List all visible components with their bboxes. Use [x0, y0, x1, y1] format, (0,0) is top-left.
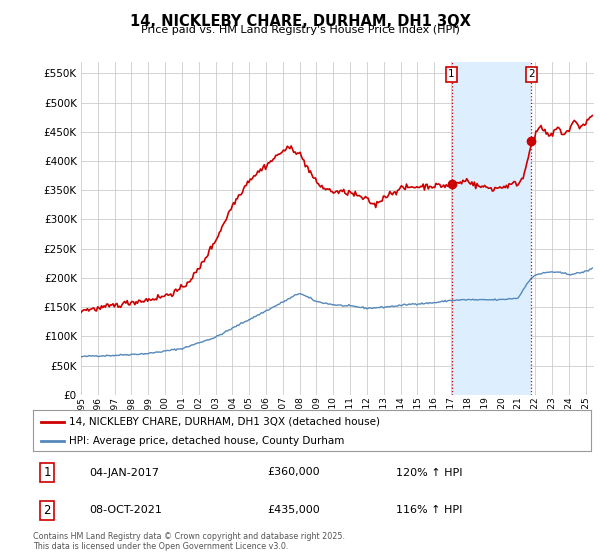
Text: 2: 2 — [528, 69, 535, 80]
Text: 1: 1 — [43, 466, 50, 479]
Text: 120% ↑ HPI: 120% ↑ HPI — [396, 468, 462, 478]
Text: 2: 2 — [43, 504, 50, 517]
Text: 04-JAN-2017: 04-JAN-2017 — [89, 468, 159, 478]
Text: 116% ↑ HPI: 116% ↑ HPI — [396, 505, 462, 515]
Text: 14, NICKLEBY CHARE, DURHAM, DH1 3QX (detached house): 14, NICKLEBY CHARE, DURHAM, DH1 3QX (det… — [69, 417, 380, 427]
Text: £360,000: £360,000 — [268, 468, 320, 478]
Bar — [452, 62, 531, 395]
Text: HPI: Average price, detached house, County Durham: HPI: Average price, detached house, Coun… — [69, 436, 344, 446]
Text: 08-OCT-2021: 08-OCT-2021 — [89, 505, 161, 515]
Text: 1: 1 — [448, 69, 455, 80]
Text: Price paid vs. HM Land Registry's House Price Index (HPI): Price paid vs. HM Land Registry's House … — [140, 25, 460, 35]
Text: 14, NICKLEBY CHARE, DURHAM, DH1 3QX: 14, NICKLEBY CHARE, DURHAM, DH1 3QX — [130, 14, 470, 29]
Text: £435,000: £435,000 — [268, 505, 320, 515]
Text: Contains HM Land Registry data © Crown copyright and database right 2025.
This d: Contains HM Land Registry data © Crown c… — [33, 532, 345, 552]
